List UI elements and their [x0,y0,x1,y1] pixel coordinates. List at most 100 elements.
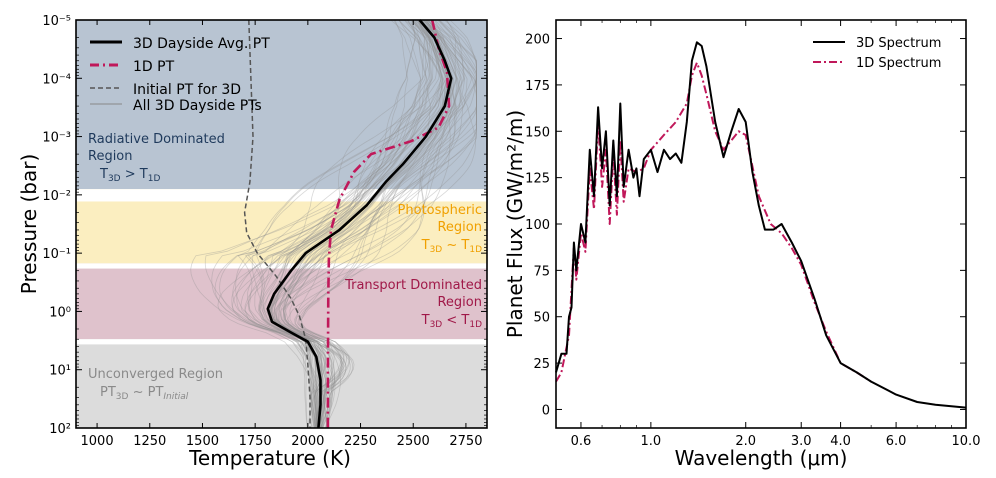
right-xtick-label: 1.0 [641,434,662,449]
dayside-pt-curve [211,19,422,429]
dayside-pt-curve [244,19,440,429]
dayside-pt-curve [300,19,477,429]
right-ytick-label: 175 [525,79,550,94]
right-ytick-label: 0 [542,403,550,418]
dayside-pt-curve [237,19,448,429]
dayside-pt-curve [277,19,477,429]
dayside-pt-curve [297,19,477,429]
left-series [243,19,453,429]
unconverged-relation: PT3D ~ PTInitial [100,385,189,402]
legend-label-1d-spectrum: 1D Spectrum [856,56,941,71]
dayside-pt-curve [258,19,442,429]
left-xtick-label: 2750 [449,434,482,449]
dayside-pt-curve [289,19,477,429]
dayside-pt-curve [244,19,442,429]
dayside-pt-curve [256,19,443,429]
unconverged-line1: Unconverged Region [88,367,223,382]
region-radiative [76,20,487,190]
dayside-pt-curve [295,19,477,429]
left-ytick-label: 10¹ [49,364,71,379]
right-panel: 0.6 1.0 2.0 3.0 4.0 6.0 10.0 0 25 50 75 100 125 150 17… [503,19,981,470]
right-ytick-label: 100 [525,218,550,233]
right-xtick-label: 4.0 [830,434,851,449]
dayside-pt-curve [235,19,427,429]
dayside-pt-curve [287,19,477,429]
right-ytick-label: 50 [533,311,550,326]
dayside-pt-curve [282,19,464,429]
dayside-pt-curve [295,19,477,429]
region-gap [76,339,487,345]
dayside-pt-curve [270,19,444,429]
right-xtick-label: 0.6 [571,434,592,449]
dayside-pt-curve [247,19,442,429]
dayside-pt-curve [278,19,456,429]
right-ytick-label: 150 [525,125,550,140]
right-ytick-label: 25 [533,357,550,372]
region-gap [76,263,487,269]
photospheric-relation: T3D ~ T1D [421,238,482,255]
series-1d-pt [326,19,451,428]
left-ytick-label: 10⁻² [42,189,71,204]
dayside-pt-curve [282,19,457,429]
dayside-pt-curve [275,19,466,429]
region-gap [76,189,487,202]
legend-label-3d-spectrum: 3D Spectrum [856,36,941,51]
transport-line2: Region [437,295,482,310]
left-xtick-label: 2000 [291,434,324,449]
right-xlabel: Wavelength (μm) [675,446,848,470]
legend-label-3d-avg: 3D Dayside Avg. PT [133,36,270,52]
left-axes-frame [75,19,488,429]
right-xtick-label: 3.0 [791,434,812,449]
dayside-pt-curve [283,19,477,429]
right-axes-frame [555,19,967,429]
dayside-pt-curve [232,19,431,429]
left-xtick-label: 2500 [397,434,430,449]
dayside-pt-curve [261,19,457,429]
dayside-pt-curve [244,19,447,429]
legend-label-initial: Initial PT for 3D [133,82,241,98]
radiative-line1: Radiative Dominated [88,132,225,147]
right-ylabel: Planet Flux (GW/m²/m) [503,110,527,338]
region-unconverged [76,339,487,428]
series-3d-dayside-avg [266,19,453,429]
region-bands [76,20,487,428]
region-photospheric [76,189,487,264]
left-ytick-label: 10⁻⁵ [42,14,71,29]
right-series [555,41,967,409]
left-ytick-label: 10⁻³ [42,131,71,146]
dayside-pt-curve [269,19,473,429]
dayside-pt-curve [270,19,458,429]
left-xtick-label: 1750 [239,434,272,449]
left-ytick-label: 10⁰ [49,305,71,320]
dayside-pt-curve [284,19,477,429]
radiative-line2: Region [88,149,133,164]
dayside-pt-curve [283,19,457,429]
radiative-relation: T3D > T1D [99,167,160,184]
left-xtick-label: 1000 [81,434,114,449]
right-xtick-label: 10.0 [952,434,981,449]
transport-line1: Transport Dominated [344,278,482,293]
annotation-photospheric: Photospheric Region T3D ~ T1D [398,203,483,255]
dayside-pt-curve [247,19,446,429]
annotation-unconverged: Unconverged Region PT3D ~ PTInitial [88,367,223,402]
dayside-pt-curve [273,19,443,429]
left-xtick-label: 1250 [133,434,166,449]
dayside-pt-curve [282,19,464,429]
left-ytick-label: 10⁻⁴ [42,72,71,87]
left-xlabel: Temperature (K) [188,446,351,470]
dayside-pt-curve [273,19,477,429]
right-ytick-label: 75 [533,264,550,279]
photospheric-line2: Region [437,220,482,235]
dayside-pt-curve [204,19,422,429]
dayside-pt-curve [283,19,456,429]
dayside-pt-curve [217,19,430,429]
series-initial-pt [243,19,311,428]
left-xtick-label: 2250 [344,434,377,449]
dayside-pt-curve [267,19,443,429]
annotation-transport: Transport Dominated Region T3D < T1D [344,278,482,330]
left-xtick-label: 1500 [186,434,219,449]
dayside-pt-curve [277,19,477,429]
left-ylabel: Pressure (bar) [17,154,41,295]
dayside-pt-curve [301,19,477,429]
left-ytick-label: 10² [49,422,71,437]
